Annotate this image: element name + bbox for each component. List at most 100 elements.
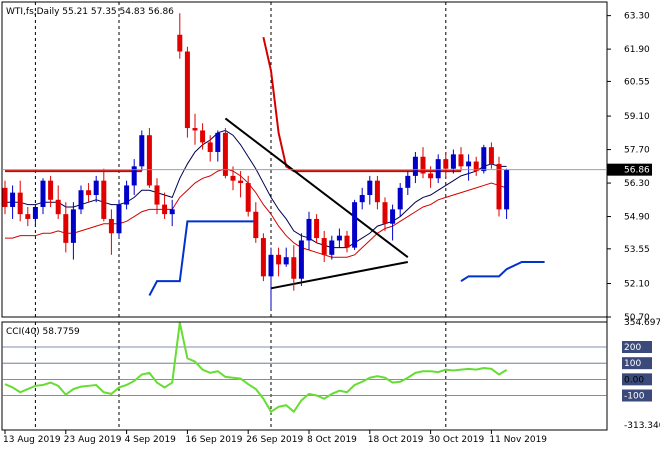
candle-up [93,180,99,196]
candle-up [169,209,175,215]
candle-up [367,180,373,196]
candle-down [276,254,282,265]
candle-up [306,218,312,241]
candle-up [131,166,137,186]
candle-down [291,257,297,279]
cci-tick-label: 354.6973 [624,318,660,328]
cci-tick-label: 200 [624,343,641,353]
candle-up [32,206,38,219]
red-resistance-line [262,36,461,173]
candle-down [473,161,479,172]
candle-down [154,185,160,205]
x-tick-label: 26 Sep 2019 [246,435,303,445]
candle-down [184,51,190,129]
candle-up [329,240,335,255]
candle-down [253,211,259,239]
candle-up [435,159,441,179]
y-tick-label: 57.70 [624,146,650,156]
x-tick-label: 16 Sep 2019 [185,435,242,445]
blue-support-line [148,220,256,296]
candle-down [55,199,61,215]
candle-up [70,209,76,243]
y-tick-label: 59.10 [624,112,650,122]
candle-down [443,159,449,169]
candle-down [108,218,114,234]
x-tick-label: 8 Oct 2019 [307,435,357,445]
candle-down [101,180,107,219]
candle-up [412,156,418,176]
x-tick-label: 18 Oct 2019 [368,435,424,445]
cci-tick-label: -100 [624,392,645,402]
current-price-label: 56.86 [624,166,650,176]
candle-up [116,204,122,234]
candle-up [397,187,403,210]
candle-down [488,147,494,164]
y-tick-label: 61.90 [624,45,650,55]
candle-down [48,180,54,200]
candle-down [200,130,206,143]
moving-average-red [5,168,507,258]
candle-up [124,185,130,205]
candle-up [336,235,342,241]
candle-down [2,187,8,207]
candle-down [207,142,213,152]
candle-up [352,202,358,248]
candle-down [63,214,69,243]
y-tick-label: 53.55 [624,245,650,255]
candle-down [321,238,327,255]
candle-down [17,192,23,215]
x-tick-label: 13 Aug 2019 [3,435,61,445]
y-tick-label: 60.55 [624,77,650,87]
cci-tick-label: 0.00 [624,375,644,385]
candle-down [222,132,228,176]
y-tick-label: 63.30 [624,12,650,22]
candle-down [344,235,350,248]
candle-down [192,128,198,131]
current-price-tag [607,163,652,176]
x-tick-label: 4 Sep 2019 [125,435,177,445]
cci-title: CCI(40) 58.7759 [6,327,80,337]
x-tick-label: 23 Aug 2019 [64,435,122,445]
candle-up [10,192,16,207]
candle-down [314,218,320,239]
candle-down [496,163,502,210]
candle-up [139,135,145,167]
candle-down [374,180,380,203]
candle-up [504,169,510,210]
candle-up [268,254,274,277]
candle-down [177,34,183,52]
candle-up [466,161,472,167]
candle-down [428,173,434,179]
chart-title: WTI,fs,Daily 55.21 57.35 54.83 56.86 [6,7,174,17]
candle-up [405,175,411,188]
candle-up [283,257,289,265]
x-tick-label: 11 Nov 2019 [489,435,547,445]
cci-level-tag [622,341,652,354]
candle-down [382,202,388,224]
y-tick-label: 56.30 [624,179,650,189]
blue-support-line [460,260,545,282]
candle-down [162,204,168,215]
y-tick-label: 52.10 [624,280,650,290]
candle-up [481,147,487,172]
cci-level-tag [622,389,652,402]
cci-tick-label: -313.340 [624,421,660,431]
y-tick-label: 50.70 [624,313,650,323]
cci-level-tag [622,373,652,386]
candle-up [390,209,396,224]
candle-down [25,214,31,219]
cci-line [4,322,508,414]
candle-down [86,190,92,196]
candle-down [146,135,152,186]
candle-up [78,190,84,210]
candle-up [40,180,46,207]
candle-up [298,240,304,279]
x-tick-label: 30 Oct 2019 [429,435,485,445]
candle-down [458,154,464,167]
candle-down [238,180,244,184]
cci-tick-label: 100 [624,359,641,369]
y-tick-label: 54.90 [624,213,650,223]
candle-up [450,154,456,169]
